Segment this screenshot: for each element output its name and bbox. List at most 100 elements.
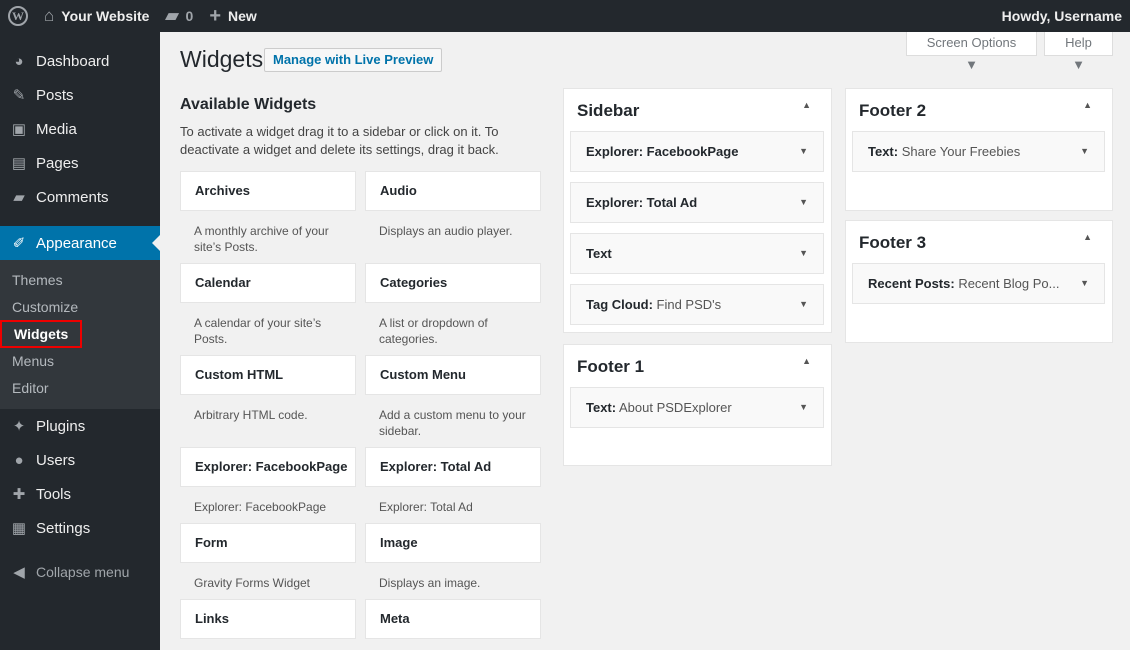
widget-item[interactable]: Archives A monthly archive of your site’s… bbox=[180, 171, 356, 263]
expand-arrow-icon[interactable]: ▼ bbox=[799, 299, 808, 309]
submenu-item-editor[interactable]: Editor bbox=[0, 375, 160, 402]
widget-item[interactable]: Explorer: FacebookPage Explorer: Facebook… bbox=[180, 447, 356, 523]
menu-item-users[interactable]: ● Users bbox=[0, 443, 160, 477]
menu-label: Appearance bbox=[36, 234, 117, 252]
placed-widget[interactable]: Recent Posts: Recent Blog Po... ▼ bbox=[852, 263, 1105, 304]
collapse-arrow-icon[interactable]: ▲ bbox=[802, 100, 811, 110]
widget-title[interactable]: Audio bbox=[365, 171, 541, 211]
wrench-icon: ✚ bbox=[12, 486, 26, 503]
widget-title[interactable]: Meta bbox=[365, 599, 541, 639]
widget-description: Arbitrary HTML code. bbox=[194, 408, 308, 422]
available-widgets-heading: Available Widgets bbox=[180, 96, 317, 113]
widget-title[interactable]: Categories bbox=[365, 263, 541, 303]
menu-item-pages[interactable]: ▤ Pages bbox=[0, 146, 160, 180]
placed-widget[interactable]: Explorer: Total Ad ▼ bbox=[570, 182, 824, 223]
new-content-link[interactable]: + New bbox=[201, 0, 264, 32]
menu-item-posts[interactable]: ✎ Posts bbox=[0, 78, 160, 112]
widget-description: Displays an image. bbox=[379, 576, 481, 590]
widget-title[interactable]: Archives bbox=[180, 171, 356, 211]
widget-subtitle: About PSDExplorer bbox=[616, 400, 732, 415]
widget-title[interactable]: Calendar bbox=[180, 263, 356, 303]
expand-arrow-icon[interactable]: ▼ bbox=[1080, 278, 1089, 288]
comment-count: 0 bbox=[185, 8, 194, 24]
help-button[interactable]: Help ▼ bbox=[1044, 32, 1113, 72]
widget-area-title[interactable]: Footer 2 bbox=[859, 101, 927, 120]
available-widgets-description: To activate a widget drag it to a sideba… bbox=[180, 124, 499, 157]
widget-item[interactable]: Calendar A calendar of your site’s Posts. bbox=[180, 263, 356, 355]
menu-label: Comments bbox=[36, 188, 109, 206]
menu-item-dashboard[interactable]: ◕ Dashboard bbox=[0, 44, 160, 78]
submenu-item-customize[interactable]: Customize bbox=[0, 294, 160, 321]
placed-widget[interactable]: Text: About PSDExplorer ▼ bbox=[570, 387, 824, 428]
menu-item-comments[interactable]: ▰ Comments bbox=[0, 180, 160, 214]
widget-name: Explorer: FacebookPage bbox=[586, 144, 739, 159]
placed-widget[interactable]: Text: Share Your Freebies ▼ bbox=[852, 131, 1105, 172]
expand-arrow-icon[interactable]: ▼ bbox=[799, 197, 808, 207]
widget-name: Explorer: Total Ad bbox=[586, 195, 698, 210]
widget-item[interactable]: Links bbox=[180, 599, 356, 639]
expand-arrow-icon[interactable]: ▼ bbox=[799, 146, 808, 156]
widget-title[interactable]: Links bbox=[180, 599, 356, 639]
widget-title[interactable]: Image bbox=[365, 523, 541, 563]
widget-title[interactable]: Form bbox=[180, 523, 356, 563]
widget-item[interactable]: Categories A list or dropdown of categori… bbox=[365, 263, 541, 355]
submenu-item-themes[interactable]: Themes bbox=[0, 267, 160, 294]
pages-icon: ▤ bbox=[11, 155, 27, 172]
plugin-icon: ✦ bbox=[12, 418, 26, 435]
widget-area-footer-3: Footer 3 ▲ Recent Posts: Recent Blog Po...… bbox=[845, 220, 1113, 343]
screen-options-button[interactable]: Screen Options ▼ bbox=[906, 32, 1037, 72]
live-preview-button[interactable]: Manage with Live Preview bbox=[264, 48, 443, 72]
widget-item[interactable]: Image Displays an image. bbox=[365, 523, 541, 599]
comments-link[interactable]: ▰ 0 bbox=[157, 0, 201, 32]
new-label: New bbox=[228, 8, 257, 24]
menu-item-appearance[interactable]: ✐ Appearance bbox=[0, 226, 160, 260]
collapse-menu-button[interactable]: ◀ Collapse menu bbox=[0, 555, 160, 589]
menu-item-media[interactable]: ▣ Media bbox=[0, 112, 160, 146]
widget-title[interactable]: Custom Menu bbox=[365, 355, 541, 395]
expand-arrow-icon[interactable]: ▼ bbox=[799, 402, 808, 412]
widget-area-title[interactable]: Sidebar bbox=[577, 101, 640, 120]
menu-label: Posts bbox=[36, 86, 74, 104]
collapse-arrow-icon[interactable]: ▲ bbox=[802, 356, 811, 366]
menu-label: Dashboard bbox=[36, 52, 110, 70]
admin-bar: W ⌂ Your Website ▰ 0 + New Howdy, Username bbox=[0, 0, 1130, 32]
brush-icon: ✐ bbox=[12, 235, 26, 252]
widget-name: Recent Posts: bbox=[868, 276, 955, 291]
user-account-link[interactable]: Howdy, Username bbox=[1001, 8, 1122, 24]
menu-item-tools[interactable]: ✚ Tools bbox=[0, 477, 160, 511]
widget-item[interactable]: Meta bbox=[365, 599, 541, 639]
widget-area-title[interactable]: Footer 1 bbox=[577, 357, 645, 376]
widget-item[interactable]: Form Gravity Forms Widget bbox=[180, 523, 356, 599]
widget-description: A monthly archive of your site’s Posts. bbox=[194, 224, 329, 254]
widget-item[interactable]: Explorer: Total Ad Explorer: Total Ad bbox=[365, 447, 541, 523]
widget-area-sidebar: Sidebar ▲ Explorer: FacebookPage ▼ Explorer:… bbox=[563, 88, 832, 333]
wp-logo-button[interactable]: W bbox=[0, 0, 36, 32]
collapse-arrow-icon[interactable]: ▲ bbox=[1083, 232, 1092, 242]
plus-icon: + bbox=[209, 4, 222, 27]
widget-area-title[interactable]: Footer 3 bbox=[859, 233, 927, 252]
widget-title[interactable]: Explorer: Total Ad bbox=[365, 447, 541, 487]
site-name: Your Website bbox=[61, 8, 150, 24]
widget-title[interactable]: Explorer: FacebookPage bbox=[180, 447, 356, 487]
placed-widget[interactable]: Tag Cloud: Find PSD's ▼ bbox=[570, 284, 824, 325]
site-name-link[interactable]: ⌂ Your Website bbox=[36, 0, 157, 32]
submenu-label: Menus bbox=[12, 353, 55, 369]
placed-widget[interactable]: Explorer: FacebookPage ▼ bbox=[570, 131, 824, 172]
wordpress-icon: W bbox=[8, 6, 28, 26]
comment-icon: ▰ bbox=[13, 189, 25, 206]
widget-item[interactable]: Custom Menu Add a custom menu to your sid… bbox=[365, 355, 541, 447]
widget-item[interactable]: Custom HTML Arbitrary HTML code. bbox=[180, 355, 356, 447]
widget-subtitle: Find PSD's bbox=[652, 297, 722, 312]
menu-item-plugins[interactable]: ✦ Plugins bbox=[0, 409, 160, 443]
widget-subtitle: Recent Blog Po... bbox=[954, 276, 1060, 291]
expand-arrow-icon[interactable]: ▼ bbox=[1080, 146, 1089, 156]
submenu-label: Widgets bbox=[0, 320, 83, 348]
expand-arrow-icon[interactable]: ▼ bbox=[799, 248, 808, 258]
widget-item[interactable]: Audio Displays an audio player. bbox=[365, 171, 541, 263]
collapse-arrow-icon[interactable]: ▲ bbox=[1083, 100, 1092, 110]
menu-item-settings[interactable]: ▦ Settings bbox=[0, 511, 160, 545]
placed-widget[interactable]: Text ▼ bbox=[570, 233, 824, 274]
widget-title[interactable]: Custom HTML bbox=[180, 355, 356, 395]
submenu-item-widgets[interactable]: Widgets bbox=[0, 320, 160, 348]
submenu-item-menus[interactable]: Menus bbox=[0, 348, 160, 375]
